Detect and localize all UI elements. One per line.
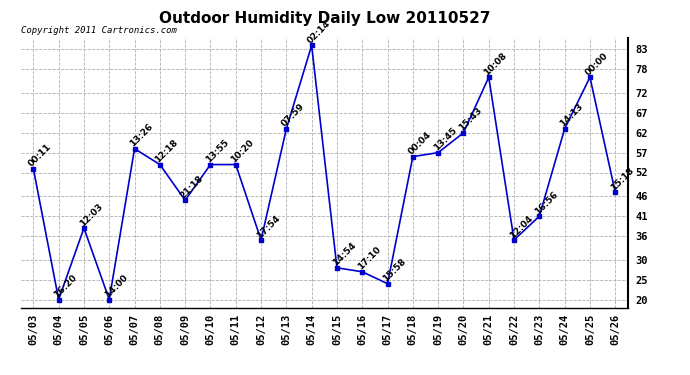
Text: 07:59: 07:59 [280,102,306,129]
Text: 15:43: 15:43 [457,106,484,133]
Text: Copyright 2011 Cartronics.com: Copyright 2011 Cartronics.com [21,26,177,35]
Text: 00:04: 00:04 [406,130,433,157]
Text: 16:56: 16:56 [533,190,560,216]
Text: 14:13: 14:13 [558,102,585,129]
Text: 16:20: 16:20 [52,273,79,300]
Text: 12:18: 12:18 [153,138,180,165]
Text: 02:14: 02:14 [305,19,332,45]
Text: 14:54: 14:54 [331,241,357,268]
Text: 00:11: 00:11 [27,142,53,168]
Text: 21:18: 21:18 [179,174,206,200]
Text: 13:45: 13:45 [432,126,458,153]
Text: Outdoor Humidity Daily Low 20110527: Outdoor Humidity Daily Low 20110527 [159,11,490,26]
Text: 14:00: 14:00 [103,273,130,300]
Text: 00:00: 00:00 [584,51,610,77]
Text: 15:58: 15:58 [381,257,408,284]
Text: 10:20: 10:20 [229,138,256,165]
Text: 13:26: 13:26 [128,122,155,148]
Text: 17:54: 17:54 [255,213,282,240]
Text: 12:03: 12:03 [77,202,104,228]
Text: 12:04: 12:04 [508,213,534,240]
Text: 10:08: 10:08 [482,51,509,77]
Text: 13:55: 13:55 [204,138,230,165]
Text: 17:10: 17:10 [356,245,382,272]
Text: 15:18: 15:18 [609,166,635,192]
